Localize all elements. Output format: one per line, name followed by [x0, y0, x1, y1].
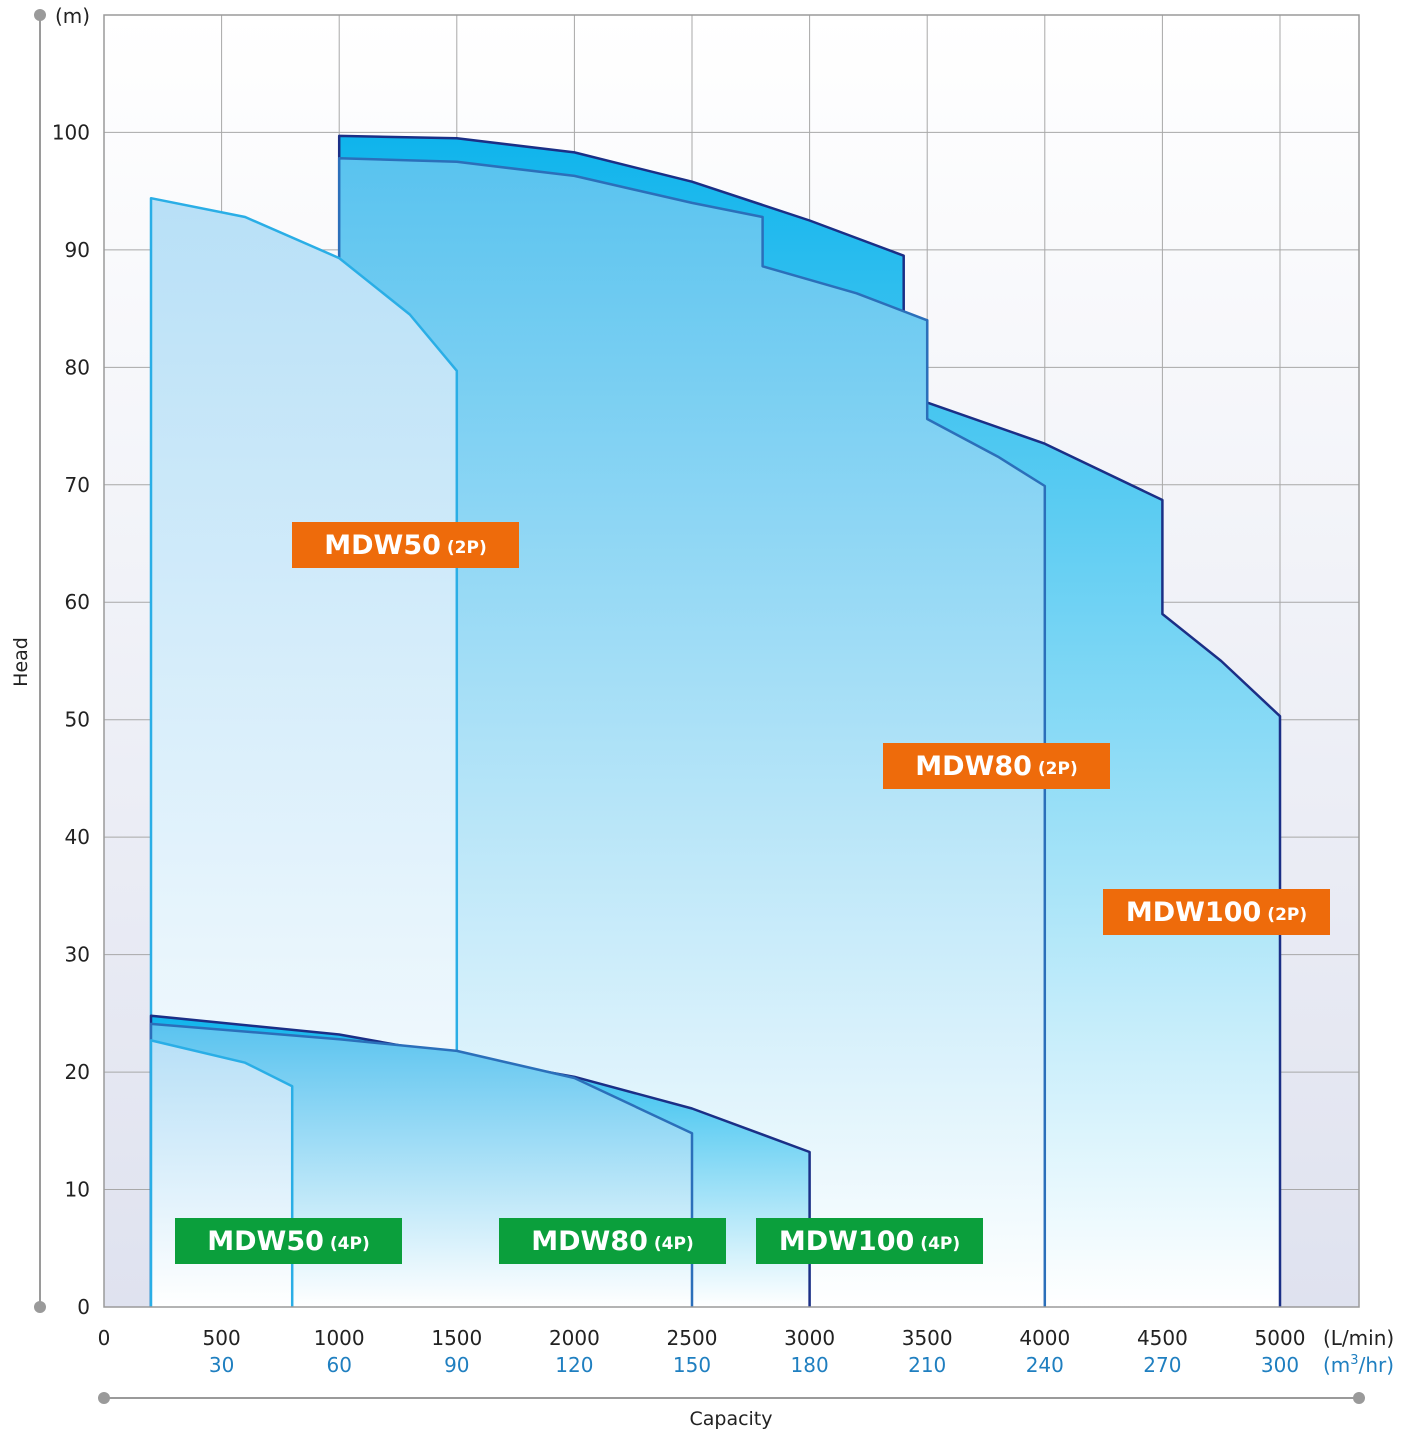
- y-tick-label: 60: [65, 590, 90, 614]
- series-line: [149, 1039, 294, 1307]
- label-mdw50-4p: MDW50 (4P): [175, 1218, 402, 1264]
- label-pole: (2P): [1267, 905, 1308, 925]
- x-axis-left-dot: [98, 1392, 110, 1404]
- x-unit-label: (L/min): [1323, 1326, 1394, 1350]
- x-tick-label-secondary: 210: [908, 1353, 946, 1377]
- label-mdw100-4p: MDW100 (4P): [756, 1218, 983, 1264]
- y-tick-label: 90: [65, 238, 90, 262]
- x-tick-label: 5000: [1255, 1326, 1306, 1350]
- x-tick-label: 4000: [1019, 1326, 1070, 1350]
- y-tick-label: 100: [52, 120, 90, 144]
- label-mdw80-2p: MDW80 (2P): [883, 743, 1110, 789]
- x-tick-label: 1000: [314, 1326, 365, 1350]
- x-tick-label: 2500: [667, 1326, 718, 1350]
- y-tick-label: 40: [65, 825, 90, 849]
- label-model: MDW50: [324, 529, 441, 561]
- plot-border: [103, 14, 1360, 1308]
- x-tick-label-secondary: 120: [555, 1353, 593, 1377]
- x-tick-label-secondary: 300: [1261, 1353, 1299, 1377]
- label-mdw100-2p: MDW100 (2P): [1103, 889, 1330, 935]
- y-tick-label: 30: [65, 943, 90, 967]
- series-line: [337, 156, 1047, 1307]
- y-tick-label: 0: [77, 1295, 90, 1319]
- y-axis-title: Head: [10, 637, 32, 687]
- y-unit-label: (m): [55, 4, 90, 28]
- y-axis-bottom-dot: [34, 1301, 46, 1313]
- x-tick-label: 3000: [784, 1326, 835, 1350]
- x-tick-label-secondary: 150: [673, 1353, 711, 1377]
- x-tick-label: 0: [98, 1326, 111, 1350]
- y-tick-label: 20: [65, 1060, 90, 1084]
- label-pole: (2P): [1037, 759, 1078, 779]
- x-tick-label-secondary: 180: [791, 1353, 829, 1377]
- series-line: [149, 196, 459, 1307]
- y-tick-labels: 0 10 20 30 40 50 60 70 80 90 100: [52, 120, 90, 1319]
- label-model: MDW80: [531, 1225, 648, 1257]
- x-tick-label-secondary: 240: [1026, 1353, 1064, 1377]
- x-tick-label-secondary: 270: [1143, 1353, 1181, 1377]
- x-tick-label-secondary: 60: [326, 1353, 351, 1377]
- label-pole: (4P): [920, 1234, 961, 1254]
- x-tick-label: 4500: [1137, 1326, 1188, 1350]
- y-axis-top-dot: [34, 9, 46, 21]
- label-model: MDW100: [778, 1225, 915, 1257]
- label-mdw80-4p: MDW80 (4P): [499, 1218, 726, 1264]
- x-axis-title: Capacity: [689, 1408, 772, 1430]
- label-pole: (4P): [329, 1234, 370, 1254]
- label-model: MDW80: [915, 750, 1032, 782]
- x-tick-label-secondary: 30: [209, 1353, 234, 1377]
- x-tick-label: 1500: [431, 1326, 482, 1350]
- x-tick-label: 3500: [902, 1326, 953, 1350]
- x-tick-label: 2000: [549, 1326, 600, 1350]
- y-tick-label: 50: [65, 708, 90, 732]
- series-area: [339, 158, 1045, 1308]
- label-pole: (4P): [653, 1234, 694, 1254]
- label-model: MDW50: [207, 1225, 324, 1257]
- series-area: [151, 1040, 293, 1307]
- y-tick-label: 70: [65, 473, 90, 497]
- label-pole: (2P): [446, 538, 487, 558]
- x-tick-label: 500: [203, 1326, 241, 1350]
- x-tick-label-secondary: 90: [444, 1353, 469, 1377]
- series-line: [149, 1022, 694, 1307]
- series-group: [149, 134, 1282, 1308]
- label-model: MDW100: [1125, 896, 1262, 928]
- label-mdw50-2p: MDW50 (2P): [292, 522, 519, 568]
- x-tick-labels: 0 500 30 1000 60 1500 90 2000 120 2500 150 3000 180 3…: [98, 1326, 1306, 1377]
- x-axis-right-dot: [1353, 1392, 1365, 1404]
- y-tick-label: 10: [65, 1178, 90, 1202]
- y-tick-label: 80: [65, 355, 90, 379]
- x-unit-secondary-label: (m3/hr): [1323, 1353, 1394, 1377]
